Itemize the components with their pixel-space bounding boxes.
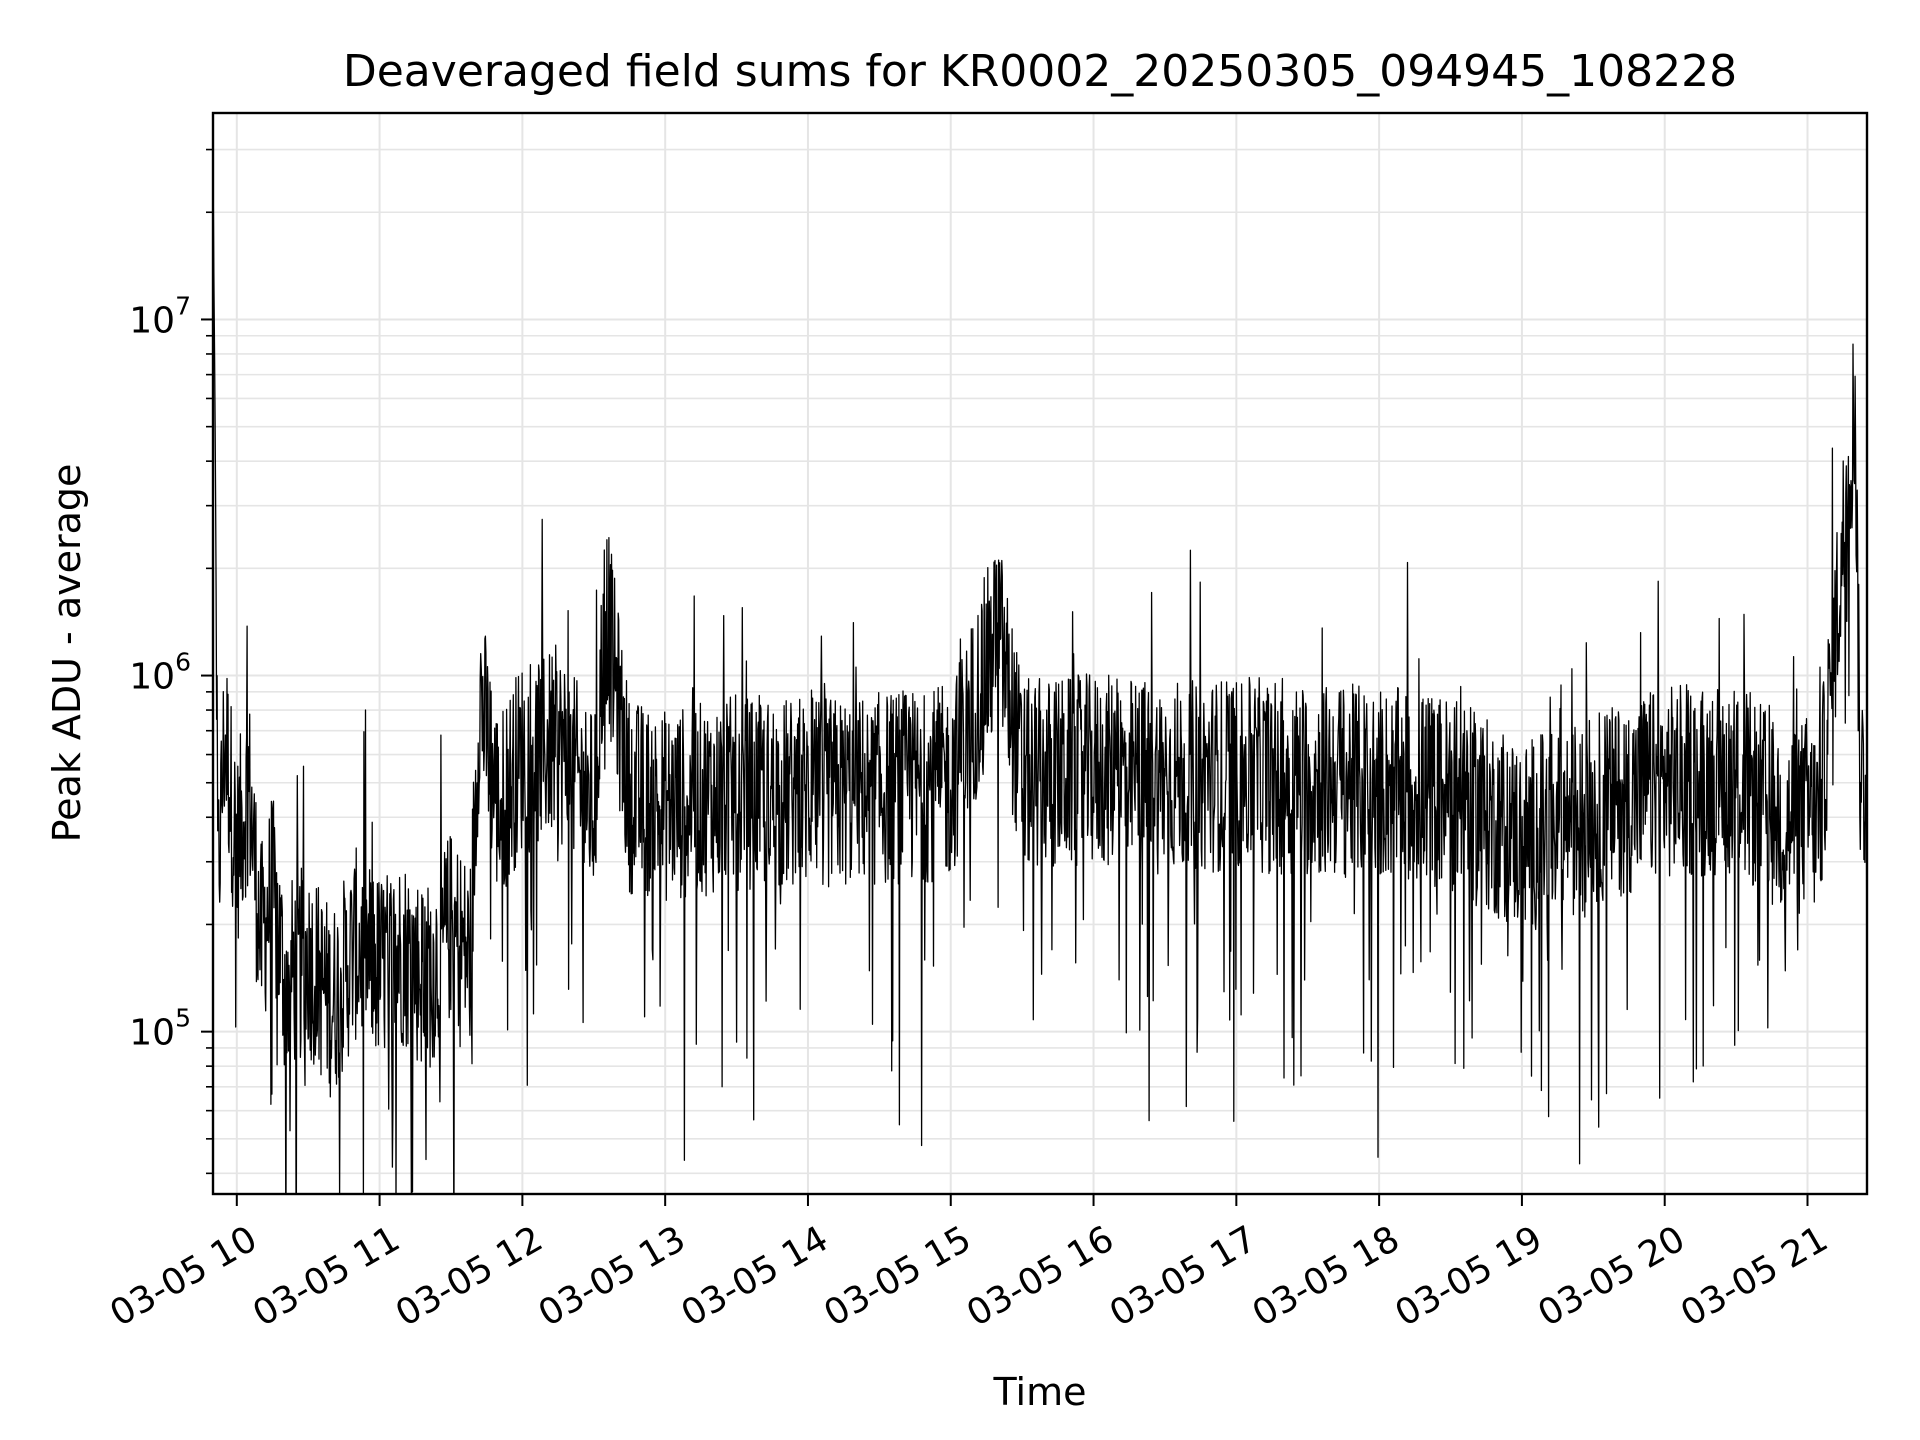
y-tick-label: 105 <box>129 1004 191 1054</box>
series-layer <box>213 160 1867 1194</box>
series-line <box>213 160 1867 1194</box>
y-tick-base: 10 <box>129 300 175 341</box>
plot-frame <box>211 111 1869 1196</box>
y-tick-exponent: 5 <box>175 1004 191 1033</box>
y-tick-label: 107 <box>129 291 191 341</box>
y-tick-label: 106 <box>129 648 191 698</box>
y-tick-base: 10 <box>129 1013 175 1054</box>
y-tick-base: 10 <box>129 657 175 698</box>
y-tick-exponent: 7 <box>175 291 191 320</box>
x-axis-label: Time <box>993 1370 1087 1414</box>
y-axis-label: Peak ADU - average <box>45 464 89 843</box>
y-tick-exponent: 6 <box>175 648 191 677</box>
chart-title: Deaveraged field sums for KR0002_2025030… <box>343 46 1737 97</box>
